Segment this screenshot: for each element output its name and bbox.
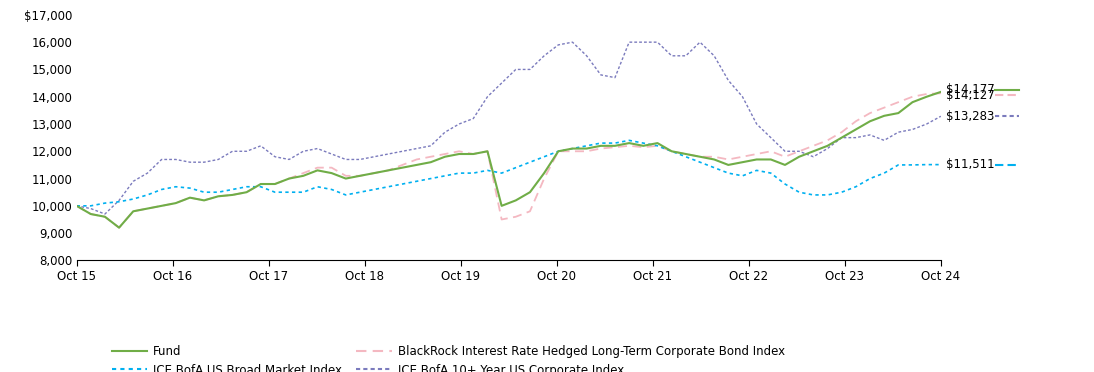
Text: $13,283: $13,283 — [946, 110, 994, 123]
Text: $11,511: $11,511 — [946, 158, 994, 171]
Text: $14,177: $14,177 — [946, 83, 994, 96]
Text: $14,127: $14,127 — [946, 89, 994, 102]
Legend: Fund, ICE BofA US Broad Market Index, BlackRock Interest Rate Hedged Long-Term C: Fund, ICE BofA US Broad Market Index, Bl… — [107, 340, 790, 372]
